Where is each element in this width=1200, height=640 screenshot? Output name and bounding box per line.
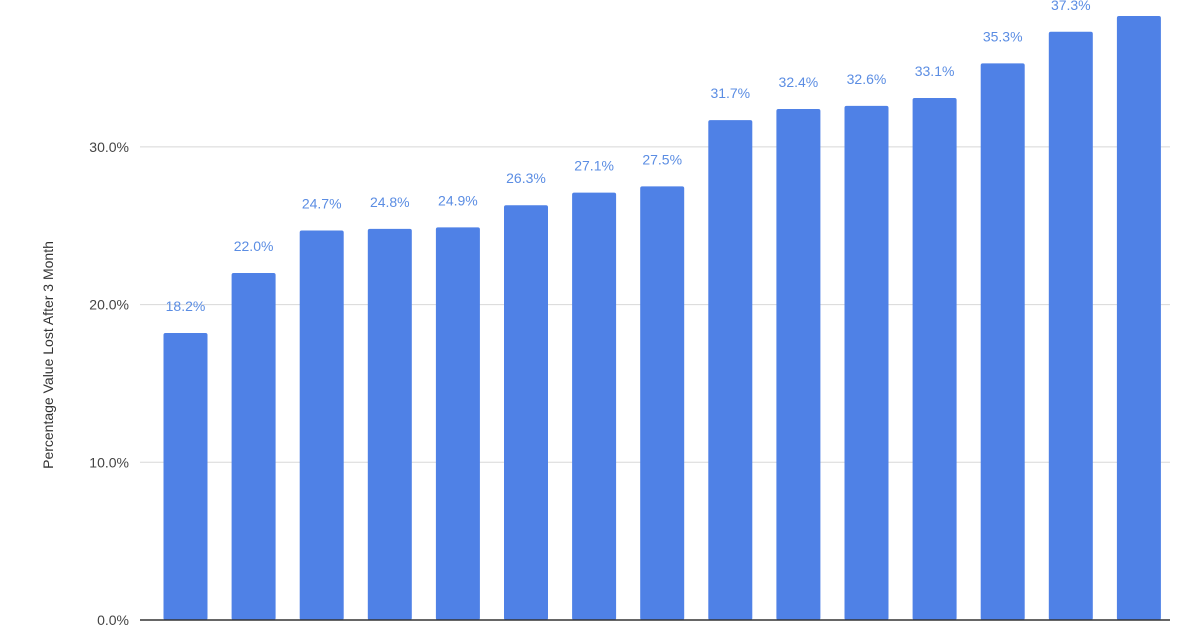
bar	[980, 63, 1025, 621]
y-tick-label: 30.0%	[89, 139, 129, 155]
data-label: 32.4%	[779, 74, 819, 90]
bar	[231, 273, 276, 620]
data-label: 18.2%	[166, 298, 206, 314]
bar	[912, 98, 957, 620]
data-label: 35.3%	[983, 28, 1023, 44]
y-tick-label: 10.0%	[89, 454, 129, 470]
data-label: 24.9%	[438, 192, 478, 208]
data-label: 26.3%	[506, 170, 546, 186]
bar	[776, 109, 821, 620]
y-axis-title: Percentage Value Lost After 3 Month	[40, 241, 56, 469]
bars	[163, 16, 1161, 621]
data-label: 24.7%	[302, 195, 342, 211]
data-label: 22.0%	[234, 238, 274, 254]
y-tick-label: 0.0%	[97, 612, 129, 628]
bar	[572, 192, 617, 620]
bar	[708, 120, 753, 620]
bar	[1116, 16, 1161, 621]
bar	[367, 228, 412, 621]
data-label: 33.1%	[915, 63, 955, 79]
bar	[1048, 31, 1093, 621]
bar	[640, 186, 685, 620]
bar	[299, 230, 344, 620]
bar	[844, 105, 889, 620]
data-label: 27.5%	[642, 151, 682, 167]
bar	[163, 332, 208, 620]
data-label: 27.1%	[574, 158, 614, 174]
data-label: 32.6%	[847, 71, 887, 87]
data-labels: 18.2% 22.0% 24.7% 24.8% 24.9% 26.3% 27.1% 27.5%…	[166, 0, 1091, 314]
data-label: 24.8%	[370, 194, 410, 210]
bar	[504, 205, 548, 620]
bar	[435, 227, 480, 620]
y-tick-label: 20.0%	[89, 297, 129, 313]
data-label: 31.7%	[710, 85, 750, 101]
data-label: 37.3%	[1051, 0, 1091, 13]
y-axis-ticks: 0.0% 10.0% 20.0% 30.0%	[89, 139, 129, 628]
